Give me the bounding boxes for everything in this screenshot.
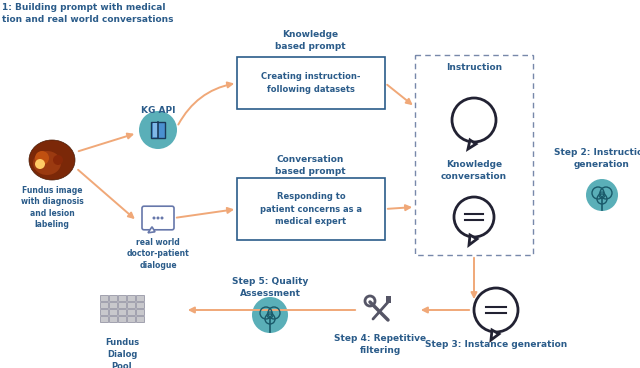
Polygon shape <box>148 227 155 233</box>
Polygon shape <box>468 140 476 149</box>
Text: Instruction: Instruction <box>446 63 502 72</box>
Text: Fundus image
with diagnosis
and lesion
labeling: Fundus image with diagnosis and lesion l… <box>20 186 83 229</box>
Text: Knowledge
based prompt: Knowledge based prompt <box>275 30 346 51</box>
Text: real world
doctor-patient
dialogue: real world doctor-patient dialogue <box>127 238 189 270</box>
Text: Step 5: Quality
Assessment: Step 5: Quality Assessment <box>232 277 308 298</box>
Circle shape <box>474 288 518 332</box>
Circle shape <box>252 297 288 333</box>
Text: Step 3: Instance generation: Step 3: Instance generation <box>425 340 567 349</box>
FancyBboxPatch shape <box>118 294 126 301</box>
Text: 1: Building prompt with medical
tion and real world conversations: 1: Building prompt with medical tion and… <box>2 3 173 24</box>
Circle shape <box>452 98 496 142</box>
Circle shape <box>53 155 63 165</box>
FancyBboxPatch shape <box>100 301 108 308</box>
FancyBboxPatch shape <box>100 294 108 301</box>
Ellipse shape <box>29 140 75 180</box>
FancyBboxPatch shape <box>142 206 174 230</box>
FancyBboxPatch shape <box>118 315 126 322</box>
Text: Knowledge
conversation: Knowledge conversation <box>441 160 507 181</box>
FancyBboxPatch shape <box>109 294 117 301</box>
Circle shape <box>454 197 494 237</box>
Circle shape <box>139 111 177 149</box>
Polygon shape <box>469 235 477 245</box>
Text: Responding to
patient concerns as a
medical expert: Responding to patient concerns as a medi… <box>260 192 362 226</box>
FancyBboxPatch shape <box>153 123 158 137</box>
Text: KG API: KG API <box>141 106 175 115</box>
FancyBboxPatch shape <box>136 294 144 301</box>
FancyBboxPatch shape <box>127 294 135 301</box>
FancyBboxPatch shape <box>386 296 391 303</box>
Circle shape <box>161 216 163 219</box>
FancyBboxPatch shape <box>109 315 117 322</box>
Text: Conversation
based prompt: Conversation based prompt <box>275 155 346 176</box>
FancyBboxPatch shape <box>136 308 144 315</box>
Text: Fundus
Dialog
Pool: Fundus Dialog Pool <box>105 338 139 368</box>
FancyBboxPatch shape <box>151 122 165 138</box>
FancyBboxPatch shape <box>118 301 126 308</box>
FancyBboxPatch shape <box>136 301 144 308</box>
Circle shape <box>35 159 45 169</box>
Circle shape <box>152 216 156 219</box>
FancyBboxPatch shape <box>127 308 135 315</box>
FancyBboxPatch shape <box>127 301 135 308</box>
FancyBboxPatch shape <box>136 315 144 322</box>
Circle shape <box>35 151 49 165</box>
Circle shape <box>586 179 618 211</box>
Ellipse shape <box>33 151 61 175</box>
FancyBboxPatch shape <box>109 308 117 315</box>
FancyBboxPatch shape <box>127 315 135 322</box>
FancyBboxPatch shape <box>100 308 108 315</box>
FancyBboxPatch shape <box>118 308 126 315</box>
FancyBboxPatch shape <box>109 301 117 308</box>
FancyBboxPatch shape <box>237 178 385 240</box>
Text: Step 2: Instruction
generation: Step 2: Instruction generation <box>554 148 640 169</box>
FancyBboxPatch shape <box>237 57 385 109</box>
Text: Creating instruction-
following datasets: Creating instruction- following datasets <box>261 72 361 94</box>
Text: Step 4: Repetitive
filtering: Step 4: Repetitive filtering <box>334 334 426 355</box>
Circle shape <box>157 216 159 219</box>
Polygon shape <box>491 330 499 340</box>
FancyBboxPatch shape <box>100 315 108 322</box>
FancyBboxPatch shape <box>415 55 533 255</box>
